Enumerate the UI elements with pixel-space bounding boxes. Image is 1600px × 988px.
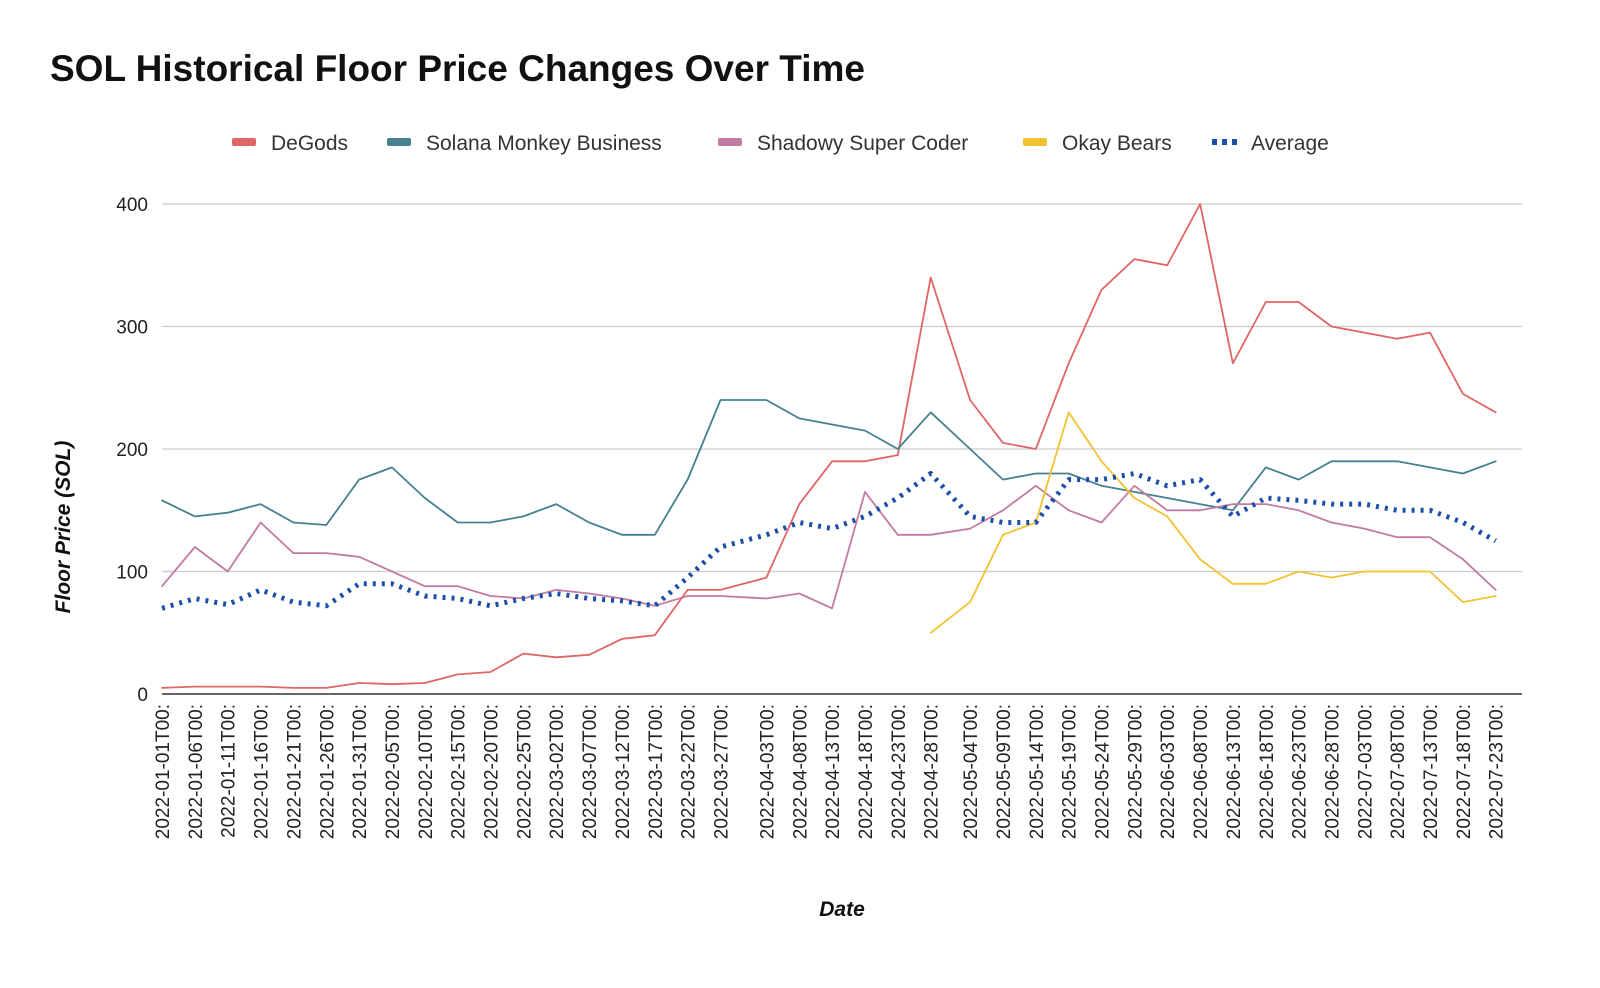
- grid-lines: [162, 203, 1522, 573]
- x-tick-label: 2022-01-06T00:: [186, 704, 207, 839]
- x-tick-label: 2022-05-19T00:: [1060, 704, 1081, 839]
- x-tick-label: 2022-02-15T00:: [449, 704, 470, 839]
- legend-label: Shadowy Super Coder: [757, 132, 968, 155]
- y-tick-label: 200: [116, 440, 148, 461]
- y-tick-label: 400: [116, 195, 148, 216]
- x-tick-label: 2022-01-11T00:: [219, 704, 240, 838]
- legend-swatch: [387, 138, 411, 146]
- series-lines: [161, 203, 1497, 689]
- x-tick-label: 2022-02-25T00:: [514, 704, 535, 839]
- legend-swatch: [1023, 138, 1047, 146]
- y-axis-ticks: 0 100 200 300 400: [116, 195, 148, 706]
- x-tick-label: 2022-03-22T00:: [679, 704, 700, 839]
- x-tick-label: 2022-06-23T00:: [1290, 704, 1311, 839]
- legend-label: Okay Bears: [1062, 132, 1172, 155]
- x-tick-label: 2022-06-18T00:: [1257, 704, 1278, 839]
- x-tick-label: 2022-06-28T00:: [1322, 704, 1343, 839]
- x-tick-label: 2022-07-18T00:: [1454, 704, 1475, 839]
- x-tick-label: 2022-01-21T00:: [284, 704, 305, 839]
- y-axis-title: Floor Price (SOL): [52, 441, 75, 614]
- x-tick-label: 2022-07-08T00:: [1388, 704, 1409, 839]
- x-tick-label: 2022-04-23T00:: [889, 704, 910, 839]
- x-tick-label: 2022-05-29T00:: [1125, 704, 1146, 839]
- x-tick-label: 2022-06-13T00:: [1224, 704, 1245, 839]
- y-tick-label: 100: [116, 563, 148, 584]
- series-line-average: [161, 471, 1497, 611]
- x-tick-label: 2022-04-03T00:: [757, 704, 778, 839]
- y-tick-label: 300: [116, 318, 148, 339]
- legend: DeGods Solana Monkey Business Shadowy Supe…: [232, 132, 1329, 155]
- x-tick-label: 2022-03-02T00:: [547, 704, 568, 839]
- series-line-okay-bears: [929, 411, 1497, 634]
- x-tick-label: 2022-07-03T00:: [1355, 704, 1376, 839]
- x-tick-label: 2022-02-05T00:: [383, 704, 404, 839]
- series-line-shadowy-super-coder: [161, 484, 1497, 610]
- x-tick-label: 2022-04-28T00:: [922, 704, 943, 839]
- x-axis-ticks: 2022-01-01T00: 2022-01-06T00: 2022-01-11T0…: [153, 704, 1508, 839]
- legend-swatch: [718, 138, 742, 146]
- x-tick-label: 2022-05-04T00:: [961, 704, 982, 839]
- series-line-solana-monkey-business: [161, 399, 1497, 536]
- x-tick-label: 2022-05-09T00:: [994, 704, 1015, 839]
- chart-title: SOL Historical Floor Price Changes Over …: [50, 48, 865, 89]
- legend-swatch: [232, 138, 256, 146]
- x-tick-label: 2022-04-13T00:: [823, 704, 844, 839]
- legend-label: Average: [1251, 132, 1329, 155]
- x-tick-label: 2022-07-23T00:: [1487, 704, 1508, 839]
- x-tick-label: 2022-01-31T00:: [350, 704, 371, 839]
- y-tick-label: 0: [137, 685, 148, 706]
- x-tick-label: 2022-06-03T00:: [1158, 704, 1179, 839]
- x-tick-label: 2022-05-14T00:: [1027, 704, 1048, 839]
- x-tick-label: 2022-03-07T00:: [580, 704, 601, 839]
- x-tick-label: 2022-03-27T00:: [711, 704, 732, 839]
- legend-label: Solana Monkey Business: [426, 132, 662, 155]
- x-tick-label: 2022-04-08T00:: [790, 704, 811, 839]
- x-tick-label: 2022-01-01T00:: [153, 704, 174, 839]
- x-tick-label: 2022-05-24T00:: [1093, 704, 1114, 839]
- legend-label: DeGods: [271, 132, 348, 155]
- x-tick-label: 2022-07-13T00:: [1421, 704, 1442, 839]
- x-tick-label: 2022-01-16T00:: [252, 704, 273, 839]
- x-tick-label: 2022-06-08T00:: [1191, 704, 1212, 839]
- x-tick-label: 2022-04-18T00:: [856, 704, 877, 839]
- x-axis-title: Date: [819, 898, 865, 921]
- x-tick-label: 2022-02-10T00:: [416, 704, 437, 839]
- x-tick-label: 2022-01-26T00:: [317, 704, 338, 839]
- series-line-degods: [161, 203, 1497, 689]
- x-tick-label: 2022-02-20T00:: [482, 704, 503, 839]
- x-tick-label: 2022-03-17T00:: [646, 704, 667, 839]
- x-tick-label: 2022-03-12T00:: [613, 704, 634, 839]
